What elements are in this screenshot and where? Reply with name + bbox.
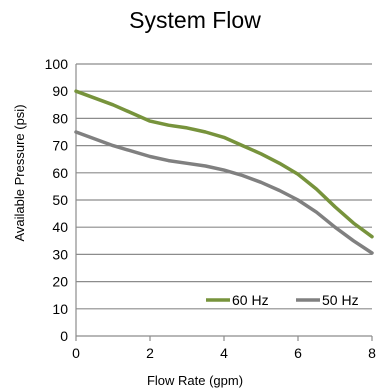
- x-tick-label: 8: [368, 345, 376, 361]
- series-lines: [74, 89, 374, 255]
- y-tick-label: 30: [52, 246, 68, 262]
- y-tick-label: 70: [52, 138, 68, 154]
- chart-title: System Flow: [129, 7, 261, 33]
- y-tick-label: 100: [45, 56, 69, 72]
- legend: 60 Hz 50 Hz: [206, 292, 359, 308]
- legend-label: 60 Hz: [232, 292, 269, 308]
- x-tick-labels: 0 2 4 6 8: [72, 345, 376, 361]
- x-tick-label: 2: [146, 345, 154, 361]
- series-line: [74, 89, 374, 239]
- y-tick-label: 60: [52, 165, 68, 181]
- y-tick-label: 90: [52, 83, 68, 99]
- x-tick-label: 6: [294, 345, 302, 361]
- y-tick-label: 80: [52, 110, 68, 126]
- series-line: [74, 130, 374, 255]
- axes: [75, 64, 373, 341]
- y-tick-label: 10: [52, 301, 68, 317]
- x-axis-label: Flow Rate (gpm): [147, 373, 243, 388]
- x-tick-label: 4: [220, 345, 228, 361]
- y-tick-labels: 0 10 20 30 40 50 60 70 80 90 100: [45, 56, 69, 344]
- y-tick-label: 50: [52, 192, 68, 208]
- y-tick-label: 0: [60, 328, 68, 344]
- x-tick-label: 0: [72, 345, 80, 361]
- y-tick-label: 20: [52, 274, 68, 290]
- y-tick-label: 40: [52, 219, 68, 235]
- y-axis-label: Available Pressure (psi): [12, 104, 27, 241]
- legend-label: 50 Hz: [322, 292, 359, 308]
- grid: [76, 63, 372, 310]
